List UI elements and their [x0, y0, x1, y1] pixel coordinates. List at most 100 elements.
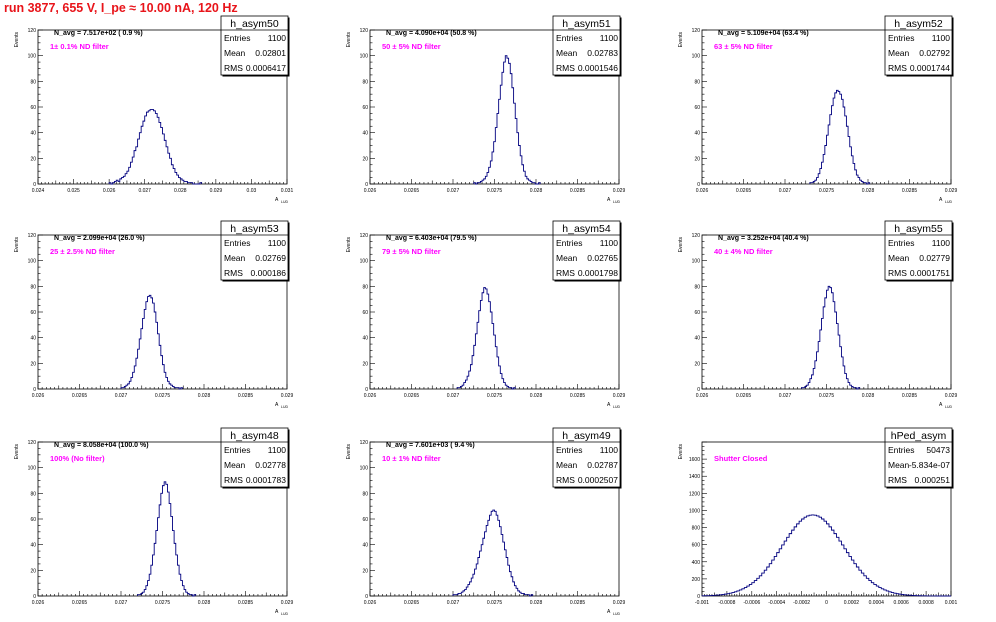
x-tick-label: 0.026: [364, 188, 377, 194]
histogram-name: hPed_asym: [891, 430, 947, 442]
y-tick-label: 80: [30, 284, 36, 290]
x-axis-title: A: [607, 402, 611, 408]
y-axis-title: Events: [346, 444, 352, 460]
histogram-name: h_asym51: [562, 18, 611, 30]
y-tick-label: 100: [692, 259, 701, 265]
x-axis-title: A: [275, 402, 279, 408]
x-tick-label: 0.0275: [155, 600, 171, 606]
stats-box-frame: [884, 427, 953, 488]
y-tick-label: 600: [692, 543, 701, 549]
y-tick-label: 0: [33, 387, 36, 393]
y-tick-label: 0: [697, 182, 700, 188]
navg-label: N_avg = 3.252e+04 (40.4 %): [718, 235, 809, 242]
stat-label-rms: RMS: [888, 63, 907, 73]
stats-box-frame: [884, 220, 953, 281]
x-tick-label: 0.026: [696, 188, 709, 194]
y-tick-label: 60: [30, 105, 36, 111]
x-tick-label: 0.0008: [918, 600, 934, 606]
x-axis-title: A: [275, 609, 279, 615]
stats-box-frame: [220, 427, 289, 488]
x-tick-label: 0.027: [447, 188, 460, 194]
x-axis-subscript: LUD: [945, 405, 952, 409]
x-tick-label: 0.0275: [487, 600, 503, 606]
stat-value-entries: 1100: [268, 33, 287, 43]
x-tick-label: 0.0285: [902, 393, 918, 399]
x-tick-label: 0.026: [364, 393, 377, 399]
y-tick-label: 100: [28, 466, 37, 472]
stat-value-rms: 0.000251: [915, 475, 951, 485]
y-axis-title: Events: [678, 444, 684, 460]
filter-label: Shutter Closed: [714, 454, 768, 463]
stat-label-mean: Mean: [888, 460, 910, 470]
x-tick-label: 0.026: [32, 393, 45, 399]
x-tick-label: 0.026: [103, 188, 116, 194]
y-tick-label: 1600: [689, 457, 700, 463]
stats-box: h_asym54 Entries 1100 Mean 0.02765 RMS 0.00017…: [552, 220, 622, 282]
y-tick-label: 20: [362, 156, 368, 162]
y-tick-label: 800: [692, 526, 701, 532]
stat-value-mean: 0.02769: [255, 253, 286, 263]
stat-label-entries: Entries: [224, 238, 250, 248]
y-tick-label: 120: [692, 28, 701, 34]
y-tick-label: 120: [28, 233, 37, 239]
stat-label-rms: RMS: [556, 63, 575, 73]
x-tick-label: -0.0006: [743, 600, 760, 606]
filter-label: 10 ± 1% ND filter: [382, 454, 441, 463]
stats-box-frame: [220, 15, 289, 76]
stat-label-mean: Mean: [556, 253, 578, 263]
histogram-name: h_asym53: [230, 223, 279, 235]
x-axis-title: A: [275, 197, 279, 203]
y-tick-label: 80: [362, 491, 368, 497]
stat-value-mean: 0.02779: [919, 253, 950, 263]
stat-label-mean: Mean: [888, 48, 910, 58]
histogram-name: h_asym48: [230, 430, 279, 442]
y-tick-label: 100: [360, 466, 369, 472]
filter-label: 1± 0.1% ND filter: [50, 42, 109, 51]
y-tick-label: 20: [30, 156, 36, 162]
y-tick-label: 60: [694, 105, 700, 111]
histogram-pad-h_asym48: 0.026 0.0265 0.027 0.0275 0.028 0.0285 0.029 0 2…: [14, 427, 293, 616]
filter-label: 100% (No filter): [50, 454, 105, 463]
x-tick-label: 0.024: [32, 188, 45, 194]
y-axis-title: Events: [14, 444, 20, 460]
histogram-pad-h_asym54: 0.026 0.0265 0.027 0.0275 0.028 0.0285 0.029 0 2…: [346, 220, 626, 409]
x-tick-label: 0.028: [530, 188, 543, 194]
x-tick-label: 0.029: [613, 393, 626, 399]
y-tick-label: 80: [694, 79, 700, 85]
x-tick-label: 0.029: [945, 393, 958, 399]
y-tick-label: 40: [362, 543, 368, 549]
x-axis-subscript: LUD: [613, 612, 620, 616]
x-tick-label: 0.028: [198, 393, 211, 399]
run-title: run 3877, 655 V, I_pe ≈ 10.00 nA, 120 Hz: [4, 1, 238, 15]
y-tick-label: 0: [697, 594, 700, 600]
stats-box: h_asym51 Entries 1100 Mean 0.02783 RMS 0.00015…: [552, 15, 622, 77]
x-tick-label: 0.027: [779, 188, 792, 194]
x-tick-label: 0.0285: [238, 600, 254, 606]
stat-value-rms: 0.0002507: [578, 475, 618, 485]
x-tick-label: 0.031: [281, 188, 294, 194]
x-tick-label: -0.0004: [768, 600, 785, 606]
y-tick-label: 80: [30, 491, 36, 497]
y-tick-label: 80: [30, 79, 36, 85]
histogram-pad-h_asym53: 0.026 0.0265 0.027 0.0275 0.028 0.0285 0.029 0 2…: [14, 220, 293, 409]
y-tick-label: 0: [697, 387, 700, 393]
x-tick-label: 0.0265: [72, 393, 88, 399]
x-tick-label: 0.028: [530, 600, 543, 606]
y-tick-label: 0: [365, 182, 368, 188]
x-axis-subscript: LUD: [281, 612, 288, 616]
y-tick-label: 100: [28, 259, 37, 265]
y-tick-label: 1400: [689, 474, 700, 480]
stat-value-mean: 0.02783: [587, 48, 618, 58]
y-tick-label: 120: [360, 440, 369, 446]
filter-label: 40 ± 4% ND filter: [714, 247, 773, 256]
x-tick-label: 0.0265: [736, 393, 752, 399]
histogram-name: h_asym55: [894, 223, 943, 235]
stat-label-mean: Mean: [556, 48, 578, 58]
x-tick-label: 0.0275: [487, 393, 503, 399]
x-tick-label: -0.001: [695, 600, 709, 606]
stats-box-frame: [220, 220, 289, 281]
navg-label: N_avg = 7.517e+02 ( 0.9 %): [54, 30, 143, 37]
stat-value-entries: 1100: [600, 33, 619, 43]
navg-label: N_avg = 8.058e+04 (100.0 %): [54, 442, 149, 449]
x-tick-label: 0.0275: [487, 188, 503, 194]
